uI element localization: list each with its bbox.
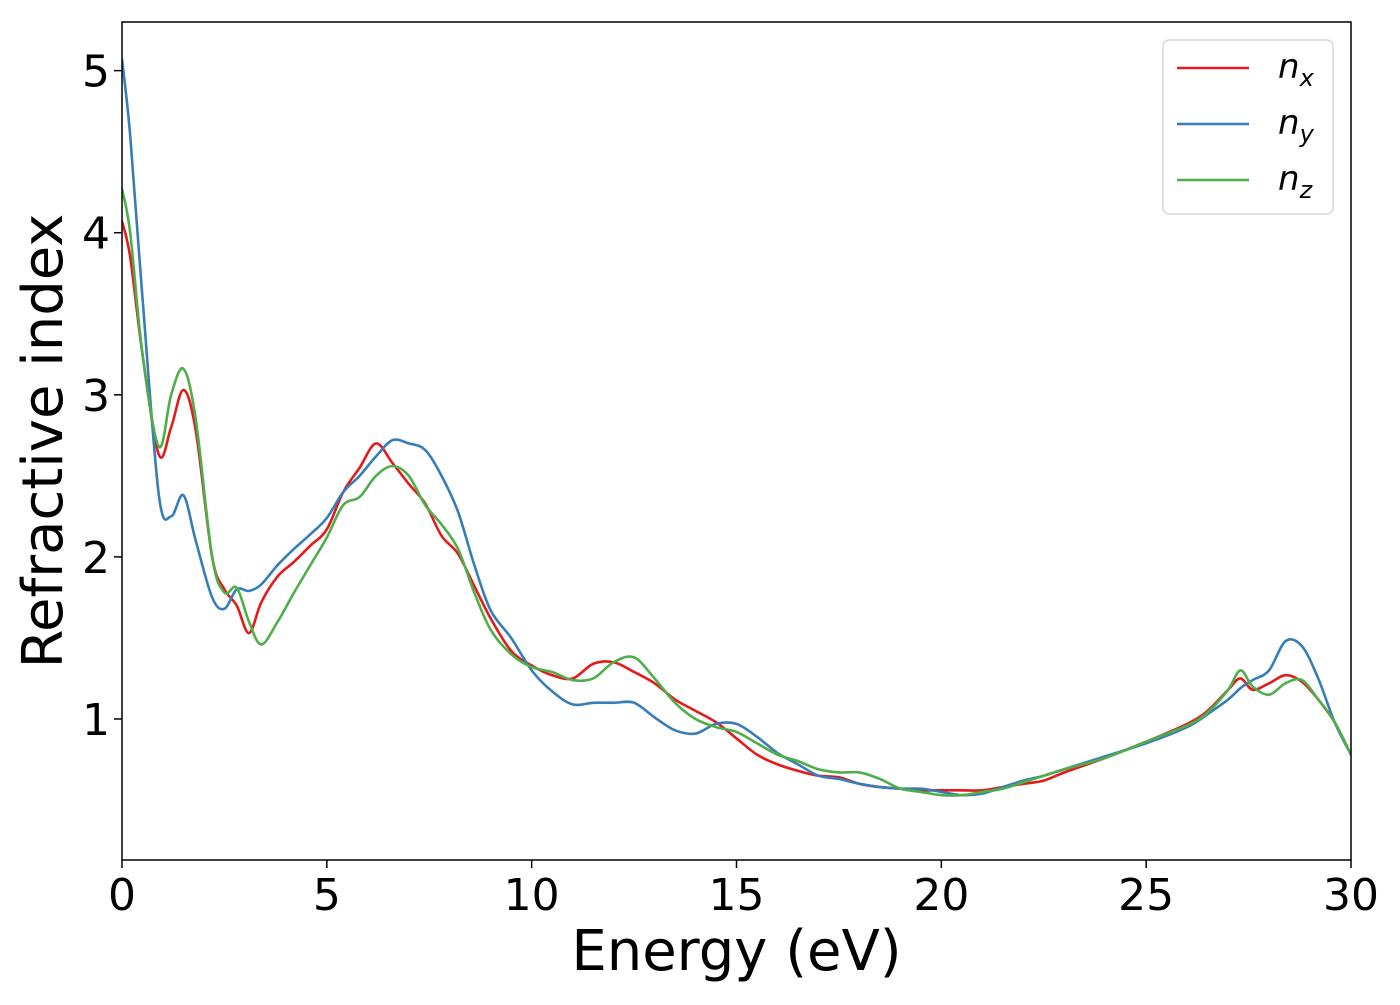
y-tick-label: 5 [82,47,110,98]
x-tick-label: 25 [1118,870,1174,921]
x-tick-label: 0 [108,870,136,921]
series-layer [122,57,1351,797]
legend-box [1162,39,1334,215]
x-tick-label: 30 [1323,870,1379,921]
x-tick-label: 20 [913,870,969,921]
x-axis-label: Energy (eV) [571,919,901,984]
legend: nx ny nz [1162,39,1334,215]
y-tick-label: 4 [82,209,110,260]
legend-label-nx: nx [1278,47,1315,92]
y-tick-label: 3 [82,371,110,422]
series-line-nx [122,220,1351,792]
x-tick-label: 10 [504,870,560,921]
x-tick-label: 5 [313,870,341,921]
legend-label-ny: ny [1278,103,1315,148]
y-axis: 1 2 3 4 5 [82,47,122,746]
y-tick-label: 2 [82,533,110,584]
legend-label-nz: nz [1278,159,1314,204]
series-line-nz [122,187,1351,797]
y-tick-label: 1 [82,695,110,746]
y-axis-label: Refractive index [11,214,76,669]
x-axis: 0 5 10 15 20 25 30 [108,860,1379,921]
x-tick-label: 15 [709,870,765,921]
